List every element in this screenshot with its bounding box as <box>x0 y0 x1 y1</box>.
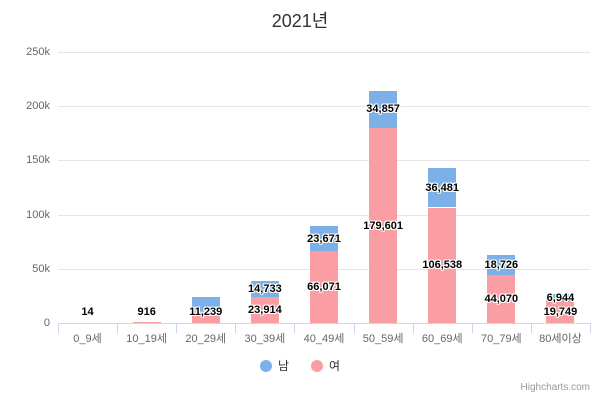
legend-item-female[interactable]: 여 <box>311 357 340 374</box>
data-label-male: 14,733 <box>248 283 282 296</box>
data-label-female: 179,601 <box>363 219 403 232</box>
y-axis-label: 250k <box>26 46 50 58</box>
bar-segment-female[interactable] <box>310 251 338 323</box>
bar-segment-female[interactable] <box>191 310 220 323</box>
bar-segment-male[interactable] <box>310 225 338 252</box>
legend-marker-female-icon <box>311 359 323 372</box>
x-axis-category-label: 50_59세 <box>362 333 404 345</box>
data-label-male: 6,944 <box>546 291 575 304</box>
bar-segment-male[interactable] <box>487 254 516 276</box>
y-axis-label: 200k <box>26 100 50 113</box>
x-axis-category-label: 80세이상 <box>539 333 582 345</box>
legend-marker-male-icon <box>259 359 272 372</box>
data-label-female: 106,538 <box>422 259 463 272</box>
legend-item-male[interactable]: 남 <box>259 357 289 374</box>
x-axis-category-label: 30_39세 <box>244 333 286 345</box>
x-axis-tick <box>58 323 59 333</box>
bar-segment-female[interactable] <box>369 128 398 323</box>
y-axis-label: 0 <box>43 317 50 329</box>
bar-segment-male[interactable] <box>369 90 398 129</box>
legend: 남 여 <box>0 357 600 374</box>
data-label-male: 23,671 <box>307 232 341 245</box>
y-gridline <box>58 106 590 108</box>
data-label-male: 18,726 <box>484 259 519 272</box>
legend-label-female: 여 <box>329 359 341 373</box>
y-gridline <box>58 214 590 216</box>
y-gridline <box>58 160 590 162</box>
x-axis-category-label: 70_79세 <box>480 333 522 345</box>
highcharts-credits-link[interactable]: Highcharts.com <box>520 382 590 393</box>
data-label-female: 916 <box>137 306 156 318</box>
bar-segment-female[interactable] <box>132 322 161 323</box>
bar-segment-male[interactable] <box>428 167 457 208</box>
x-axis-category-label: 20_29세 <box>185 333 227 345</box>
x-axis-tick <box>235 323 237 333</box>
data-label-female: 19,749 <box>543 306 578 318</box>
bar-segment-female[interactable] <box>487 275 516 323</box>
data-label-male: 34,857 <box>366 103 400 116</box>
x-axis-tick <box>530 323 532 333</box>
bar-segment-female[interactable] <box>546 301 575 323</box>
x-axis-category-label: 60_69세 <box>421 333 463 345</box>
x-axis-category-label: 0_9세 <box>73 333 102 345</box>
x-axis-tick <box>412 323 414 333</box>
x-axis-tick <box>471 323 473 333</box>
x-axis-tick <box>294 323 296 333</box>
bar-segment-male[interactable] <box>250 281 279 298</box>
y-axis-label: 50k <box>32 262 50 275</box>
bar-segment-male[interactable] <box>546 294 575 302</box>
y-axis-label: 150k <box>26 154 50 167</box>
data-label-female: 11,239 <box>189 306 223 318</box>
x-axis-tick <box>353 323 355 333</box>
x-axis-tick <box>117 323 119 333</box>
legend-label-male: 남 <box>277 359 289 373</box>
x-axis-line <box>58 323 590 324</box>
bar-segment-female[interactable] <box>428 207 457 323</box>
bar-segment-female[interactable] <box>250 297 279 323</box>
x-axis-category-label: 40_49세 <box>303 333 345 345</box>
data-label-male: 36,481 <box>425 181 460 194</box>
x-axis-tick <box>590 323 591 333</box>
bar-segment-male[interactable] <box>191 297 220 311</box>
data-label-female: 66,071 <box>307 281 341 294</box>
data-label-female: 14 <box>81 306 94 318</box>
y-gridline <box>58 52 590 53</box>
data-label-female: 23,914 <box>248 304 282 317</box>
y-axis-label: 100k <box>26 208 50 221</box>
x-axis-tick <box>176 323 178 333</box>
data-label-female: 44,070 <box>484 293 519 306</box>
x-axis-category-label: 10_19세 <box>126 333 168 345</box>
chart-title: 2021년 <box>271 11 329 31</box>
